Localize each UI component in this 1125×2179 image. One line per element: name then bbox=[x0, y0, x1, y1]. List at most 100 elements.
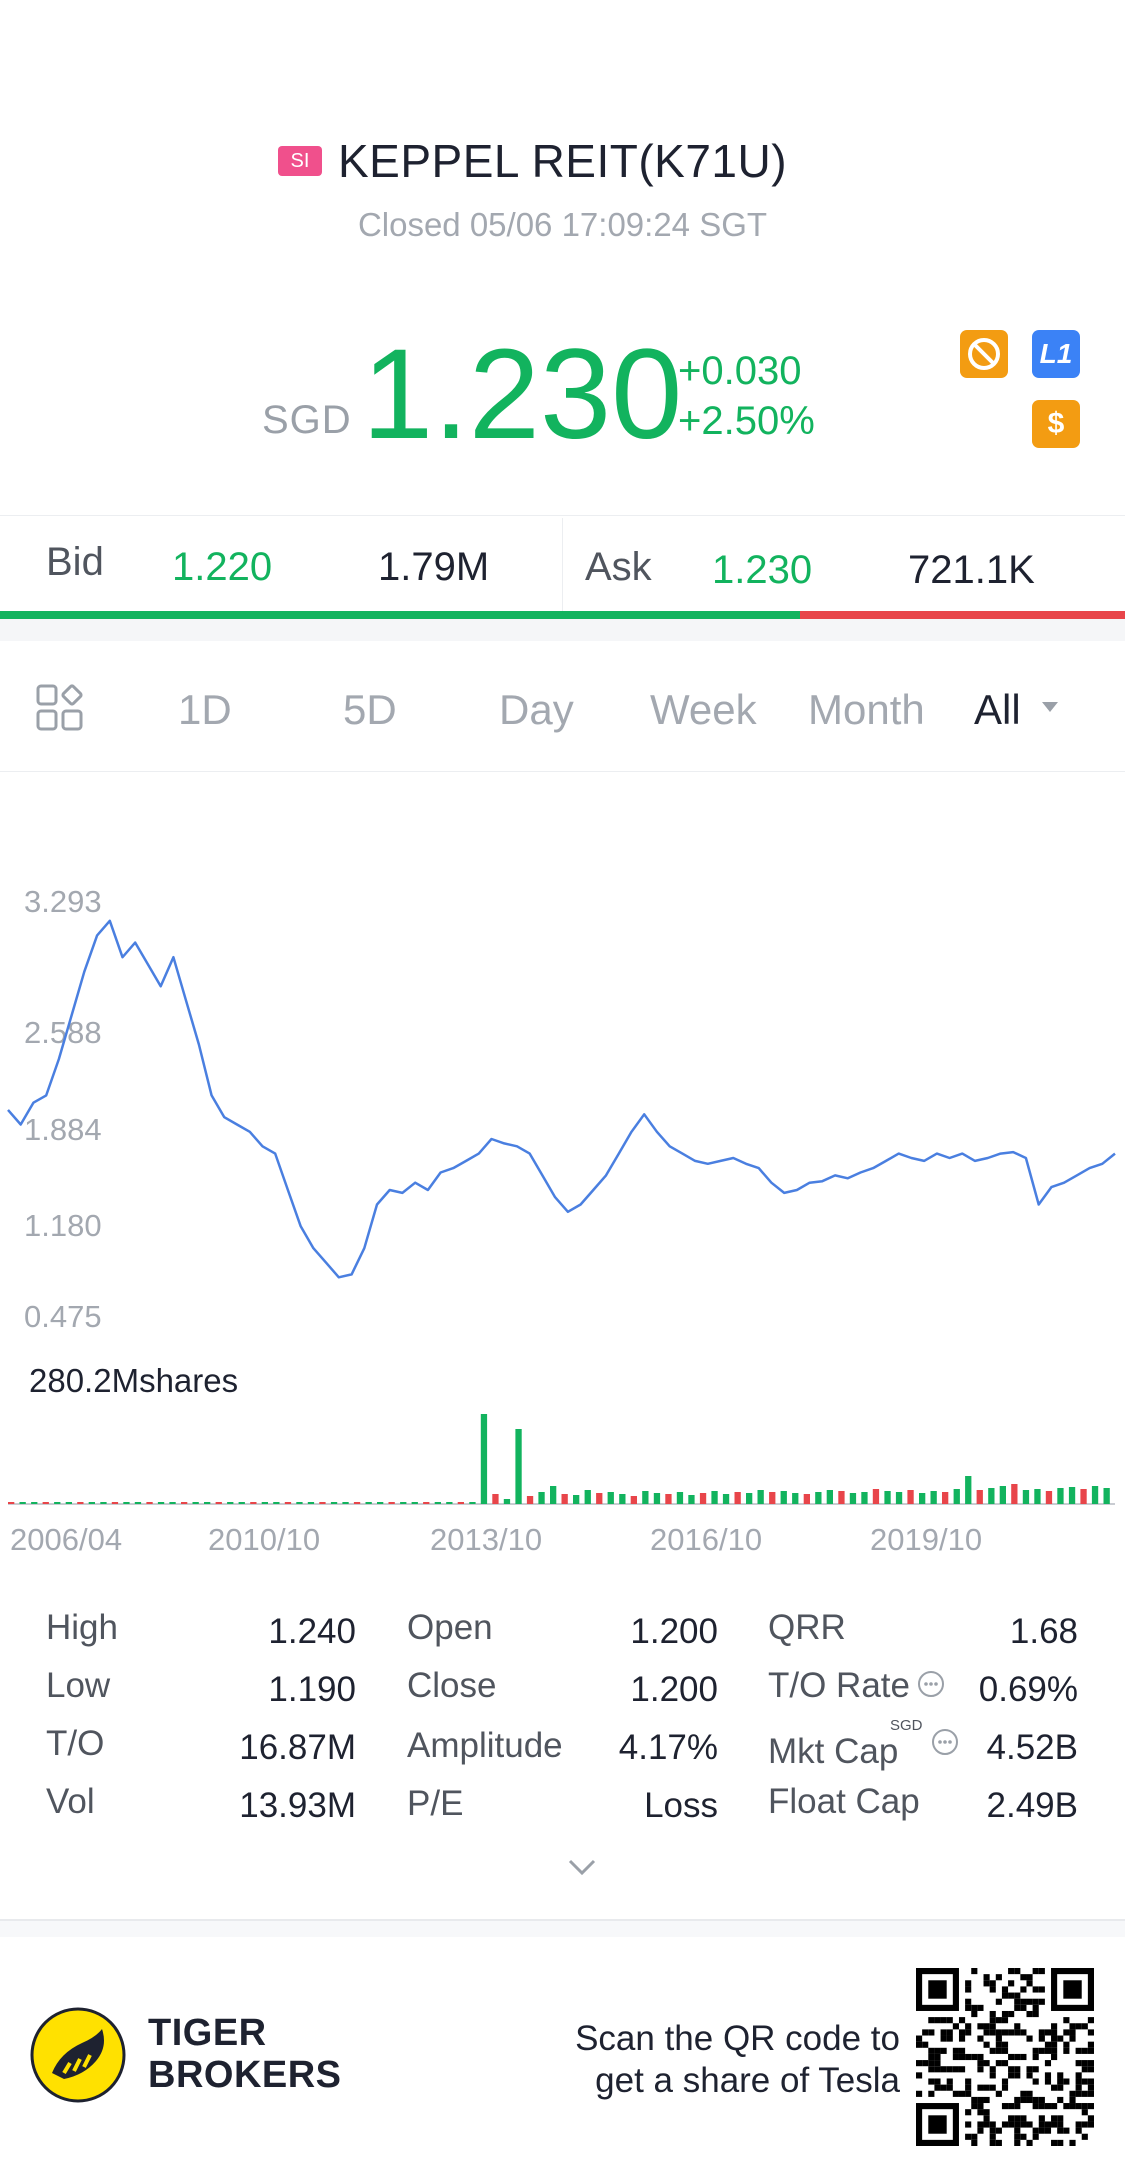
ask-label: Ask bbox=[585, 545, 652, 589]
tab-all[interactable]: All bbox=[974, 686, 1021, 733]
tab-month[interactable]: Month bbox=[808, 686, 925, 733]
volume-bar bbox=[215, 1502, 222, 1504]
volume-max-label: 280.2Mshares bbox=[29, 1362, 239, 1399]
volume-bar bbox=[746, 1493, 753, 1504]
stat-label-low: Low bbox=[46, 1666, 111, 1705]
dividend-icon[interactable]: $ bbox=[1032, 400, 1080, 448]
stat-label-amplitude: Amplitude bbox=[407, 1726, 563, 1765]
volume-bar bbox=[884, 1491, 891, 1504]
info-icon[interactable] bbox=[930, 1727, 960, 1757]
brand-name: TIGER BROKERS bbox=[148, 2012, 342, 2096]
tab-week[interactable]: Week bbox=[650, 686, 757, 733]
volume-bar bbox=[1080, 1489, 1087, 1504]
y-tick-label: 1.180 bbox=[24, 1208, 102, 1243]
volume-bar bbox=[377, 1502, 384, 1504]
ask-strength-bar bbox=[800, 611, 1125, 619]
volume-bar bbox=[1022, 1490, 1030, 1504]
price-change-percent: +2.50% bbox=[678, 399, 815, 443]
stat-label-to-rate: T/O Rate bbox=[768, 1666, 910, 1705]
exchange-badge: SI bbox=[278, 146, 322, 176]
stat-label-pe: P/E bbox=[407, 1784, 464, 1823]
tab-1d[interactable]: 1D bbox=[178, 686, 232, 733]
volume-bar bbox=[88, 1502, 95, 1504]
volume-bar bbox=[19, 1502, 26, 1504]
volume-bar bbox=[284, 1502, 292, 1504]
stat-value-mkt-cap: 4.52B bbox=[986, 1728, 1078, 1767]
promo-line-2: get a share of Tesla bbox=[595, 2061, 900, 2100]
volume-bar bbox=[665, 1494, 672, 1504]
volume-bar bbox=[676, 1492, 684, 1504]
volume-bar bbox=[446, 1502, 453, 1504]
stat-label-high: High bbox=[46, 1608, 118, 1647]
chevron-down-icon[interactable] bbox=[1040, 700, 1060, 714]
last-price: 1.230 bbox=[362, 323, 683, 466]
volume-bar bbox=[1034, 1489, 1041, 1504]
volume-bar bbox=[803, 1494, 810, 1504]
ask-price[interactable]: 1.230 bbox=[712, 548, 813, 592]
volume-bar bbox=[561, 1494, 568, 1504]
volume-bar bbox=[515, 1429, 522, 1504]
volume-bar bbox=[227, 1502, 234, 1504]
y-tick-label: 1.884 bbox=[24, 1112, 102, 1147]
tab-5d[interactable]: 5D bbox=[343, 686, 397, 733]
info-icon[interactable] bbox=[916, 1669, 946, 1699]
volume-bar bbox=[722, 1494, 730, 1504]
volume-bar bbox=[988, 1488, 995, 1504]
volume-bar bbox=[296, 1502, 303, 1504]
volume-bar bbox=[330, 1502, 338, 1504]
x-tick-label: 2010/10 bbox=[208, 1522, 321, 1557]
volume-bar bbox=[895, 1492, 903, 1504]
qr-code[interactable] bbox=[916, 1968, 1094, 2146]
no-short-icon[interactable] bbox=[960, 330, 1008, 378]
volume-bar-chart[interactable] bbox=[0, 1410, 1125, 1506]
expand-chevron-icon[interactable] bbox=[562, 1852, 602, 1882]
volume-bar bbox=[630, 1496, 637, 1504]
stat-value-low: 1.190 bbox=[268, 1670, 356, 1709]
volume-bar bbox=[342, 1502, 349, 1504]
price-line-chart[interactable] bbox=[0, 870, 1125, 1340]
volume-bar bbox=[953, 1489, 960, 1504]
volume-bar bbox=[780, 1491, 787, 1504]
bid-price[interactable]: 1.220 bbox=[172, 545, 273, 589]
stat-value-turnover: 16.87M bbox=[239, 1728, 356, 1767]
volume-bar bbox=[596, 1493, 603, 1504]
brand-line-2: BROKERS bbox=[148, 2054, 342, 2096]
quote-header: SI KEPPEL REIT(K71U) Closed 05/06 17:09:… bbox=[0, 0, 1125, 515]
market-status: Closed 05/06 17:09:24 SGT bbox=[357, 206, 768, 243]
volume-bar bbox=[192, 1502, 199, 1504]
volume-bar bbox=[480, 1414, 488, 1504]
volume-bar bbox=[238, 1502, 245, 1504]
volume-bar bbox=[423, 1502, 430, 1504]
section-divider bbox=[0, 619, 1125, 641]
x-tick-label: 2016/10 bbox=[650, 1522, 763, 1557]
volume-bar bbox=[273, 1502, 280, 1504]
volume-bar bbox=[469, 1502, 476, 1504]
level1-icon[interactable]: L1 bbox=[1032, 330, 1080, 378]
volume-bar bbox=[204, 1502, 211, 1504]
volume-bar bbox=[54, 1502, 61, 1504]
volume-bar bbox=[1091, 1486, 1099, 1504]
volume-bar bbox=[65, 1502, 72, 1504]
volume-bar bbox=[457, 1502, 464, 1504]
volume-bar bbox=[653, 1493, 661, 1504]
brand-line-1: TIGER bbox=[148, 2012, 267, 2054]
ask-size: 721.1K bbox=[908, 548, 1035, 592]
volume-bar bbox=[538, 1492, 545, 1504]
volume-bar bbox=[826, 1490, 833, 1504]
stat-value-to-rate: 0.69% bbox=[978, 1670, 1078, 1709]
volume-bar bbox=[400, 1502, 407, 1504]
volume-bar bbox=[1057, 1488, 1064, 1504]
volume-bar bbox=[976, 1490, 983, 1504]
volume-bar bbox=[134, 1502, 142, 1504]
chart-layout-icon[interactable] bbox=[36, 684, 84, 732]
volume-bar bbox=[619, 1494, 626, 1504]
volume-bar bbox=[1103, 1488, 1110, 1504]
volume-bar bbox=[169, 1502, 176, 1504]
tab-day[interactable]: Day bbox=[499, 686, 574, 733]
qr-promo-text: Scan the QR code to get a share of Tesla bbox=[520, 2018, 900, 2102]
volume-bar bbox=[365, 1502, 372, 1504]
volume-bar bbox=[607, 1492, 614, 1504]
volume-bar bbox=[8, 1502, 15, 1504]
volume-bar bbox=[146, 1502, 153, 1504]
volume-bar bbox=[734, 1492, 741, 1504]
